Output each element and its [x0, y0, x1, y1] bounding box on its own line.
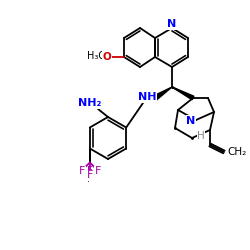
Text: NH₂: NH₂: [78, 98, 102, 108]
Text: F: F: [79, 166, 85, 175]
Text: CH₂: CH₂: [228, 147, 246, 157]
Text: O: O: [103, 52, 112, 62]
Polygon shape: [154, 87, 172, 100]
Text: CH₂: CH₂: [226, 147, 246, 157]
Text: N: N: [168, 19, 176, 29]
Text: F: F: [79, 168, 85, 178]
Text: F: F: [87, 174, 93, 184]
Text: F: F: [95, 166, 101, 175]
Polygon shape: [172, 87, 194, 100]
Text: NH₂: NH₂: [78, 98, 102, 108]
Text: H: H: [197, 131, 205, 141]
Text: F: F: [87, 170, 93, 180]
Text: N: N: [168, 19, 176, 29]
Text: N: N: [186, 116, 196, 126]
Text: NH: NH: [138, 92, 156, 102]
Text: H: H: [196, 131, 204, 141]
Text: H₃C: H₃C: [87, 51, 105, 61]
Text: F: F: [87, 166, 93, 175]
Text: N: N: [186, 116, 196, 126]
Text: F: F: [79, 166, 85, 176]
Text: NH: NH: [138, 92, 156, 102]
Text: F: F: [95, 166, 101, 176]
Text: O: O: [98, 52, 107, 62]
Text: H₃C: H₃C: [87, 51, 105, 61]
Text: F: F: [87, 170, 93, 179]
